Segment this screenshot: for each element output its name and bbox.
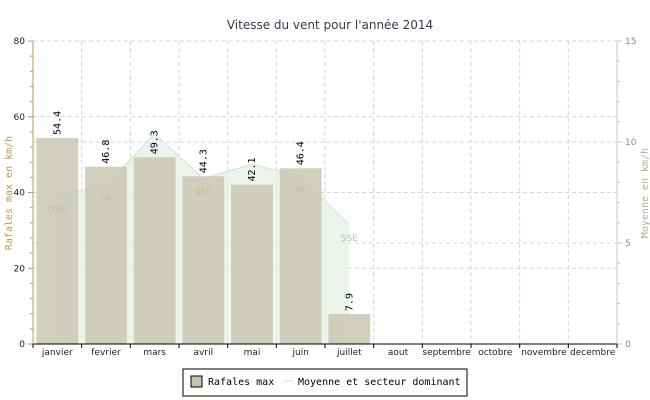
y-tick-label-left: 20 <box>14 264 26 274</box>
bar-juin <box>279 168 322 344</box>
bar-janvier <box>36 137 79 344</box>
x-tick-label-mai: mai <box>244 348 261 358</box>
x-tick-label-juillet: juillet <box>336 348 362 358</box>
bar-avril <box>182 176 225 344</box>
legend: Rafales max Moyenne et secteur dominant <box>182 368 468 397</box>
bar-fevrier <box>85 166 127 344</box>
axes: 0 20 40 60 80 0 5 10 15 janvier fevrier mars avril ma… <box>14 37 637 358</box>
legend-box <box>182 368 468 397</box>
y-tick-label-left: 0 <box>19 340 25 350</box>
x-tick-label-novembre: novembre <box>521 348 567 358</box>
chart-title: Vitesse du vent pour l'année 2014 <box>227 18 433 32</box>
bar-mai <box>231 184 273 344</box>
legend-label-area: Moyenne et secteur dominant <box>298 377 461 388</box>
data-label-mars: 49.3 <box>150 130 161 154</box>
y-axis-label-left: Rafales max en km/h <box>4 136 15 250</box>
x-tick-label-octobre: octobre <box>478 348 513 358</box>
sector-label-juin: SE <box>295 185 307 195</box>
x-tick-label-avril: avril <box>194 348 214 358</box>
y-tick-label-right: 5 <box>625 239 631 249</box>
x-tick-label-juin: juin <box>291 348 308 358</box>
bar-mars <box>133 157 176 344</box>
sector-label-avril: SSE <box>195 187 212 197</box>
bar-juillet <box>328 314 371 344</box>
sector-label-janvier: OSO <box>47 206 67 216</box>
bar-layer <box>36 137 371 344</box>
data-label-juin: 46.4 <box>296 141 307 165</box>
x-tick-label-janvier: janvier <box>41 348 73 358</box>
legend-label-bars: Rafales max <box>208 377 274 388</box>
y-tick-label-left: 40 <box>14 189 26 199</box>
x-tick-label-fevrier: fevrier <box>91 348 121 358</box>
y-axis-label-right: Moyenne en km/h <box>640 148 650 238</box>
sector-label-juillet: SSE <box>341 234 358 244</box>
x-tick-label-aout: aout <box>388 348 409 358</box>
y-tick-label-right: 0 <box>625 340 631 350</box>
labels-layer: 54.4 46.8 49.3 44.3 42.1 46.4 7.9 OSO SE SSE SE SSE <box>47 111 358 311</box>
data-label-mai: 42.1 <box>247 157 258 181</box>
y-tick-label-right: 15 <box>625 37 636 47</box>
data-label-janvier: 54.4 <box>52 111 63 135</box>
y-tick-label-left: 60 <box>14 113 26 123</box>
y-tick-label-right: 10 <box>625 138 637 148</box>
x-tick-label-septembre: septembre <box>422 348 471 358</box>
data-label-juillet: 7.9 <box>344 293 355 311</box>
legend-swatch-bars <box>190 375 203 388</box>
x-tick-label-mars: mars <box>143 348 166 358</box>
sector-label-fevrier: SE <box>100 193 112 203</box>
y-tick-label-left: 80 <box>14 37 26 47</box>
x-tick-label-decembre: decembre <box>570 348 616 358</box>
data-label-fevrier: 46.8 <box>101 140 112 164</box>
data-label-avril: 44.3 <box>198 149 209 173</box>
